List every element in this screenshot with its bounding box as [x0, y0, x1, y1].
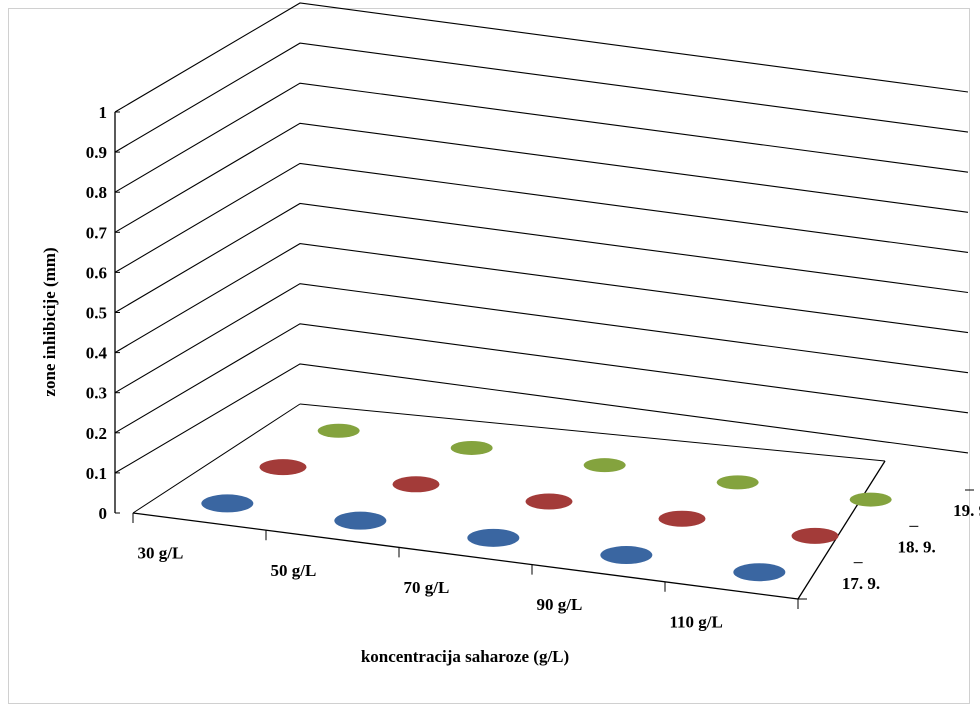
data-point [201, 494, 254, 513]
depth-tick-label: 19. 9. [953, 501, 980, 520]
y-tick-label: 0.1 [86, 464, 107, 483]
chart-frame [8, 8, 970, 704]
gridline [114, 82, 969, 193]
y-ticks: 0 0.1 0.2 0.3 0.4 0.5 0.6 0.7 0.8 0.9 1 [86, 103, 120, 523]
y-tick-label: 0.6 [86, 263, 107, 282]
gridline [114, 162, 969, 273]
depth-tick-label: 18. 9. [898, 538, 936, 557]
x-tick-label: 30 g/L [138, 544, 184, 563]
gridline [114, 2, 969, 113]
data-point [849, 492, 892, 507]
gridline [114, 323, 969, 434]
data-point [600, 546, 653, 565]
x-tick-label: 70 g/L [404, 578, 450, 597]
y-tick-label: 0 [99, 504, 108, 523]
floor-back-edge [299, 403, 886, 462]
data-point [259, 459, 307, 476]
y-tick-label: 0.8 [86, 183, 107, 202]
gridline [114, 363, 969, 474]
floor-left-edge [132, 403, 301, 514]
data-point [791, 527, 839, 544]
axes [114, 112, 886, 600]
data-point [392, 476, 440, 493]
gridline [114, 42, 969, 153]
y-tick-label: 1 [99, 103, 108, 122]
y-tick-label: 0.2 [86, 424, 107, 443]
data-point [658, 510, 706, 527]
gridline [114, 283, 969, 394]
y-tick-label: 0.5 [86, 304, 107, 323]
data-point [317, 423, 360, 438]
gridline [114, 202, 969, 313]
data-point [716, 475, 759, 490]
data-point [334, 511, 387, 530]
gridline [114, 122, 969, 233]
x-tick-label: 110 g/L [670, 612, 723, 631]
x-axis-title: koncentracija saharoze (g/L) [361, 647, 569, 666]
depth-axis-line [797, 460, 886, 600]
x-tick-label: 90 g/L [537, 595, 583, 614]
y-tick-label: 0.9 [86, 143, 107, 162]
y-tick-label: 0.3 [86, 384, 107, 403]
data-points [201, 423, 892, 582]
data-point [450, 440, 493, 455]
y-tick-label: 0.4 [86, 344, 108, 363]
gridlines [114, 2, 969, 474]
data-point [583, 458, 626, 473]
y-axis-title: zone inhibicije (mm) [40, 247, 59, 396]
data-point [525, 493, 573, 510]
x-ticks: 30 g/L 50 g/L 70 g/L 90 g/L 110 g/L [132, 513, 799, 631]
gridline [114, 243, 969, 354]
x-axis-line [132, 512, 799, 600]
depth-ticks: 17. 9. 18. 9. 19. 9. [798, 489, 980, 600]
data-point [467, 528, 520, 547]
data-point [733, 563, 786, 582]
depth-tick-label: 17. 9. [842, 574, 880, 593]
y-tick-label: 0.7 [86, 223, 108, 242]
x-tick-label: 50 g/L [271, 561, 317, 580]
